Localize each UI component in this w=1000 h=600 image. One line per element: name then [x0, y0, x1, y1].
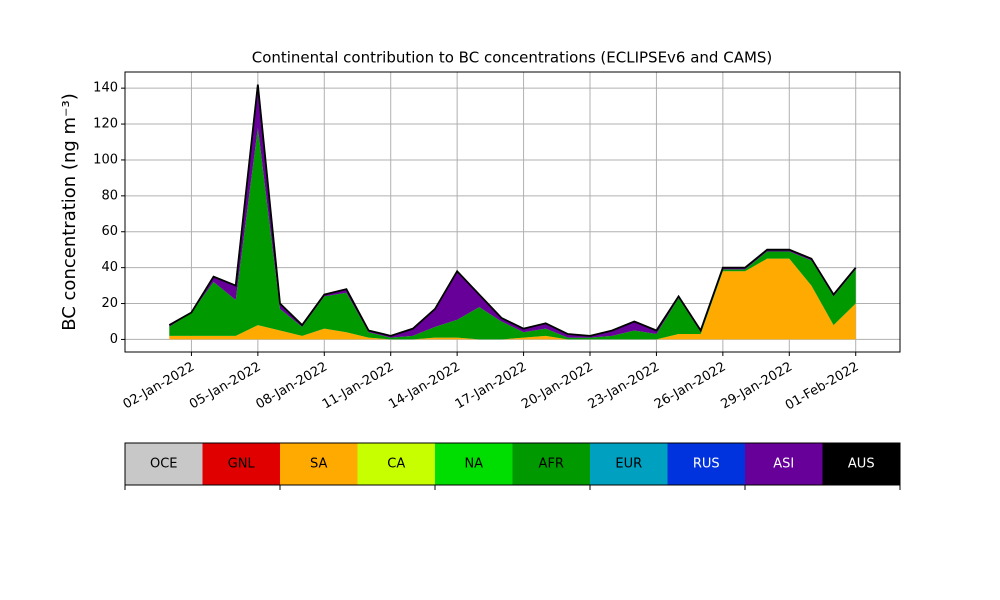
plot-frame [124, 71, 901, 353]
colorbar-frame [124, 442, 901, 486]
total-outline [168, 84, 857, 337]
y-axis-label: BC concentration (ng m⁻³) [59, 93, 80, 331]
legend-swatch [822, 443, 900, 485]
x-tick-label: 01-Feb-2022 [783, 360, 862, 414]
legend-label: OCE [150, 457, 178, 472]
legend-label: ASI [773, 457, 794, 472]
legend-swatch [125, 443, 203, 485]
y-tick-label: 120 [93, 117, 118, 132]
x-tick-label: 11-Jan-2022 [320, 360, 397, 413]
y-tick-label: 20 [101, 296, 118, 311]
legend-label: AUS [848, 457, 875, 472]
y-tick-label: 0 [110, 332, 118, 347]
legend-swatch [280, 443, 358, 485]
legend-label: NA [464, 457, 483, 472]
legend-label: AFR [539, 457, 564, 472]
x-tick-label: 14-Jan-2022 [386, 360, 463, 413]
legend-swatch [435, 443, 513, 485]
y-tick-label: 60 [101, 224, 118, 239]
y-tick-label: 100 [93, 152, 118, 167]
legend-swatch [357, 443, 435, 485]
chart-title: Continental contribution to BC concentra… [252, 49, 773, 67]
x-tick-label: 02-Jan-2022 [121, 360, 198, 413]
y-tick-label: 40 [101, 260, 118, 275]
legend-label: GNL [228, 457, 256, 472]
area [169, 258, 856, 340]
y-tick-label: 140 [93, 81, 118, 96]
area [169, 127, 856, 340]
y-tick-label: 80 [101, 188, 118, 203]
legend-swatch [590, 443, 668, 485]
legend-swatch [667, 443, 745, 485]
legend-label: CA [387, 457, 405, 472]
legend-label: RUS [693, 457, 720, 472]
x-tick-label: 26-Jan-2022 [652, 360, 729, 413]
x-tick-label: 20-Jan-2022 [519, 360, 596, 413]
x-tick-label: 05-Jan-2022 [187, 360, 264, 413]
x-tick-label: 17-Jan-2022 [453, 360, 530, 413]
legend-swatch [202, 443, 280, 485]
x-tick-label: 29-Jan-2022 [718, 360, 795, 413]
x-tick-label: 23-Jan-2022 [586, 360, 663, 413]
x-tick-label: 08-Jan-2022 [253, 360, 330, 413]
legend-swatch [745, 443, 823, 485]
legend-label: EUR [615, 457, 642, 472]
legend-label: SA [310, 457, 327, 472]
legend-swatch [512, 443, 590, 485]
